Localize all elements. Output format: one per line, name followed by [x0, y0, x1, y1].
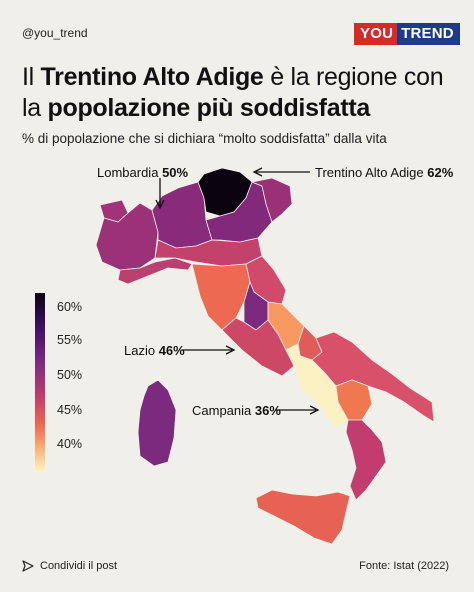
region-sardegna: [137, 379, 177, 467]
send-icon: [22, 560, 34, 572]
region-sicilia: [255, 489, 351, 545]
region-calabria: [345, 419, 387, 501]
region-basilicata: [335, 379, 373, 421]
region-friuli: [251, 177, 293, 223]
legend-tick: 50%: [57, 368, 83, 382]
callout-campania: Campania 36%: [192, 403, 281, 418]
subtitle: % di popolazione che si dichiara “molto …: [22, 131, 387, 146]
share-post-button[interactable]: Condividi il post: [22, 560, 117, 572]
youtrend-logo: YOU TREND: [354, 23, 460, 45]
region-piemonte: [95, 202, 159, 271]
region-toscana: [191, 263, 251, 331]
region-puglia: [311, 331, 435, 423]
handle: @you_trend: [22, 26, 88, 40]
source-note: Fonte: Istat (2022): [359, 560, 449, 572]
legend-tick: 40%: [57, 437, 83, 451]
legend-tick: 45%: [57, 403, 83, 417]
callout-lombardia: Lombardia 50%: [97, 165, 189, 180]
legend-color-scale: [35, 293, 45, 472]
callout-trentino: Trentino Alto Adige 62%: [315, 165, 454, 180]
page-title: Il Trentino Alto Adige è la regione con …: [22, 63, 444, 122]
region-liguria: [117, 257, 193, 285]
callout-lazio: Lazio 46%: [124, 343, 185, 358]
legend-tick: 55%: [57, 333, 83, 347]
legend-tick: 60%: [57, 300, 83, 314]
